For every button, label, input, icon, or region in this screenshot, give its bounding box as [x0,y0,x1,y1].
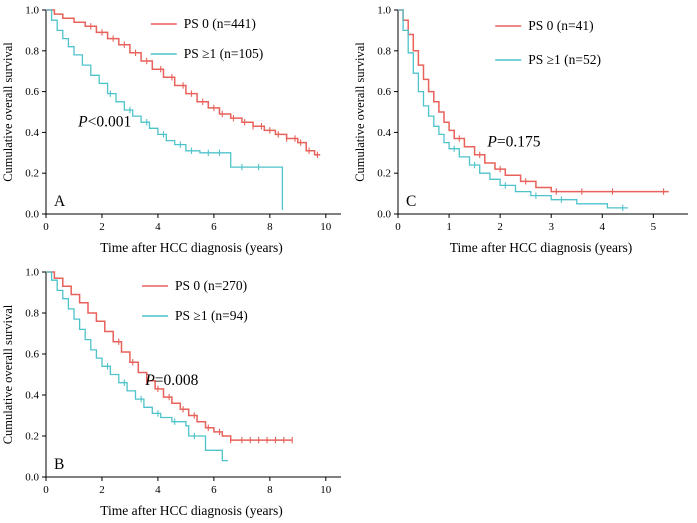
x-tick-label: 2 [99,484,105,496]
tick-marks: 0 2 4 6 8 10 0.0 0.2 0.4 0.6 0.8 1.0 [25,5,332,234]
survival-curve-ps-ge1 [46,271,228,462]
x-tick-label: 4 [155,484,161,496]
x-tick-label: 5 [651,221,657,233]
legend-label: PS ≥1 (n=105) [184,46,264,61]
y-tick-label: 1.0 [25,5,39,17]
x-tick-label: 3 [548,221,554,233]
y-tick-label: 0.6 [25,349,39,361]
y-tick-label: 0.0 [377,209,391,221]
x-axis-label: Time after HCC diagnosis (years) [450,240,632,255]
survival-curve-ps-ge1 [398,9,628,209]
x-axis-label: Time after HCC diagnosis (years) [100,503,282,518]
legend-label: PS 0 (n=441) [184,16,256,31]
y-tick-label: 0.0 [25,209,39,221]
panel-letter: C [406,193,416,210]
y-tick-label: 0.2 [377,168,391,180]
y-tick-label: 0.2 [25,431,39,443]
legend: PS 0 (n=270) PS ≥1 (n=94) [142,278,248,323]
y-axis-label: Cumulative overall survival [1,304,15,444]
x-tick-label: 1 [446,221,452,233]
panel-a-survival-chart: 0 2 4 6 8 10 0.0 0.2 0.4 0.6 0.8 1.0 PS 0 (n=441) PS … [0,0,350,260]
y-tick-label: 0.6 [377,86,391,98]
x-tick-label: 2 [99,221,105,233]
km-plot-B: 0 2 4 6 8 100.00.20.40.60.81.0PS 0 (n=270)PS … [1,267,341,518]
y-tick-label: 1.0 [377,5,391,17]
censor-ticks [109,90,260,171]
legend-label: PS ≥1 (n=52) [528,52,601,67]
y-tick-label: 0.4 [25,390,39,402]
x-tick-label: 0 [395,221,401,233]
y-tick-label: 0.8 [377,45,391,57]
y-tick-label: 0.8 [25,45,39,57]
y-tick-label: 0.4 [377,127,391,139]
y-tick-label: 0.4 [25,127,39,139]
legend: PS 0 (n=41) PS ≥1 (n=52) [495,18,601,67]
p-value-annotation: P=0.008 [144,372,198,389]
x-tick-label: 6 [211,484,217,496]
x-tick-label: 8 [267,484,273,496]
x-tick-label: 6 [211,221,217,233]
y-tick-label: 0.2 [25,168,39,180]
tick-marks: 0 1 2 3 4 5 0.0 0.2 0.4 0.6 0.8 1.0 [377,5,656,234]
x-tick-label: 10 [320,221,332,233]
censor-ticks [118,338,293,444]
y-tick-label: 1.0 [25,267,39,279]
x-tick-label: 4 [600,221,606,233]
legend-label: PS 0 (n=41) [528,18,593,33]
x-tick-label: 2 [497,221,503,233]
y-tick-label: 0.0 [25,472,39,484]
panel-letter: A [54,193,66,210]
survival-curve-ps-ge1 [46,9,284,210]
x-tick-label: 8 [267,221,273,233]
survival-curve-ps0 [398,9,669,193]
survival-curve-ps0 [46,271,293,441]
km-plot-A: 0 2 4 6 8 100.00.20.40.60.81.0PS 0 (n=441)PS … [1,5,341,255]
x-tick-label: 0 [43,221,49,233]
legend-label: PS ≥1 (n=94) [175,308,248,323]
censor-ticks [107,363,195,440]
panel-c-survival-chart: 0 1 2 3 4 5 0.0 0.2 0.4 0.6 0.8 1.0 PS 0 (n=41) PS ≥1… [352,0,697,260]
legend: PS 0 (n=441) PS ≥1 (n=105) [150,16,264,61]
axes [45,272,341,478]
censor-ticks [458,135,665,195]
x-tick-label: 10 [320,484,332,496]
x-tick-label: 0 [43,484,49,496]
tick-marks: 0 2 4 6 8 10 0.0 0.2 0.4 0.6 0.8 1.0 [25,267,332,497]
panel-b-survival-chart: 0 2 4 6 8 10 0.0 0.2 0.4 0.6 0.8 1.0 PS 0 (n=270) PS … [0,262,350,523]
x-axis-label: Time after HCC diagnosis (years) [100,240,282,255]
censor-ticks [453,145,624,212]
p-value-annotation: P<0.001 [77,113,131,130]
x-tick-label: 4 [155,221,161,233]
censor-ticks [90,23,318,159]
y-axis-label: Cumulative overall survival [1,42,15,182]
p-value-annotation: P=0.175 [486,134,540,151]
panel-letter: B [54,456,64,473]
legend-label: PS 0 (n=270) [175,278,247,293]
y-tick-label: 0.6 [25,86,39,98]
y-axis-label: Cumulative overall survival [353,42,367,182]
y-tick-label: 0.8 [25,308,39,320]
axes [397,10,688,215]
km-plot-C: 0 1 2 3 4 5 0.0 0.2 0.4 0.6 0.8 1.0 PS 0 (n=41) PS ≥1… [353,5,688,255]
axes [45,10,341,215]
